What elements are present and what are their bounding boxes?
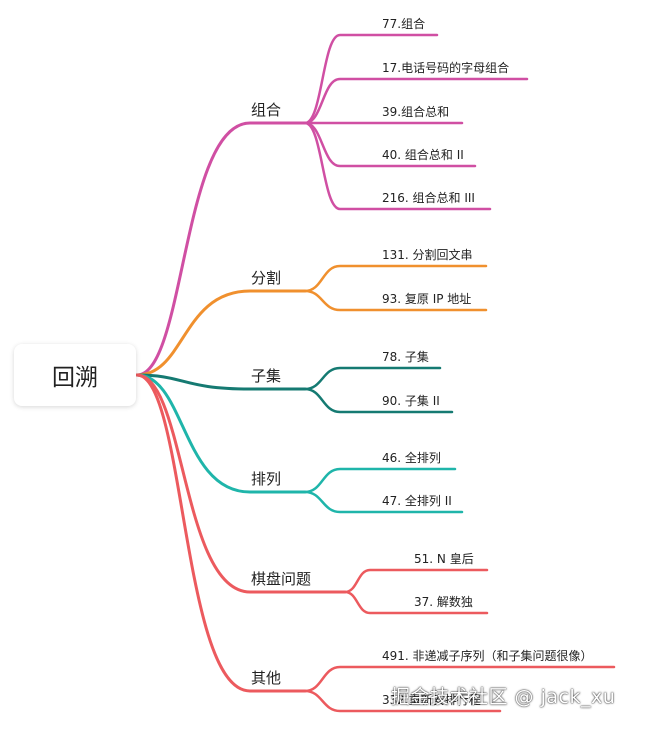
leaf-connector <box>303 121 492 211</box>
leaf-label[interactable]: 51. N 皇后 <box>414 552 474 566</box>
leaf-connector <box>303 490 464 514</box>
branch-connector <box>135 373 307 494</box>
leaf-connector <box>303 665 616 693</box>
mindmap-edges <box>135 33 616 713</box>
leaf-label[interactable]: 90. 子集 II <box>382 393 440 408</box>
leaf-connector <box>303 77 529 125</box>
branch-label[interactable]: 排列 <box>251 470 281 488</box>
leaf-connector <box>303 467 457 494</box>
branch-connector <box>135 373 307 391</box>
leaf-connector <box>343 568 489 594</box>
leaf-label[interactable]: 17.电话号码的字母组合 <box>382 60 509 75</box>
leaf-label[interactable]: 332.重新安排行程 <box>382 692 481 707</box>
branch-connector <box>135 373 307 693</box>
root-node-label: 回溯 <box>52 365 98 391</box>
leaf-label[interactable]: 77.组合 <box>382 16 425 31</box>
leaf-connector <box>303 289 488 312</box>
branch-label[interactable]: 其他 <box>251 669 281 687</box>
branch-label[interactable]: 棋盘问题 <box>251 570 311 588</box>
leaf-connector <box>303 387 454 414</box>
root-node[interactable]: 回溯 <box>14 344 136 406</box>
watermark: 掘金技术社区 @ jack_xu <box>391 686 616 708</box>
leaf-label[interactable]: 93. 复原 IP 地址 <box>382 292 471 306</box>
leaf-connector <box>303 689 502 713</box>
leaf-label[interactable]: 37. 解数独 <box>414 594 473 609</box>
branch-connector <box>135 373 347 594</box>
mindmap-nodes: 组合 77.组合 17.电话号码的字母组合 39.组合总和 40. 组合总和 II 216… <box>251 16 593 707</box>
leaf-connector <box>343 590 489 615</box>
branch-label[interactable]: 子集 <box>251 367 281 385</box>
leaf-label[interactable]: 131. 分割回文串 <box>382 247 473 262</box>
branch-label[interactable]: 组合 <box>251 101 281 119</box>
leaf-label[interactable]: 216. 组合总和 III <box>382 190 475 205</box>
leaf-connector <box>303 264 488 293</box>
branch-connector <box>135 289 307 377</box>
leaf-label[interactable]: 78. 子集 <box>382 349 429 364</box>
branch-connector <box>135 121 307 377</box>
leaf-label[interactable]: 46. 全排列 <box>382 450 441 465</box>
leaf-label[interactable]: 40. 组合总和 II <box>382 147 464 162</box>
leaf-connector <box>303 33 439 125</box>
leaf-label[interactable]: 47. 全排列 II <box>382 493 452 508</box>
branch-label[interactable]: 分割 <box>251 269 281 287</box>
leaf-label[interactable]: 491. 非递减子序列（和子集问题很像） <box>382 648 593 663</box>
leaf-label[interactable]: 39.组合总和 <box>382 104 449 119</box>
leaf-connector <box>303 366 442 391</box>
